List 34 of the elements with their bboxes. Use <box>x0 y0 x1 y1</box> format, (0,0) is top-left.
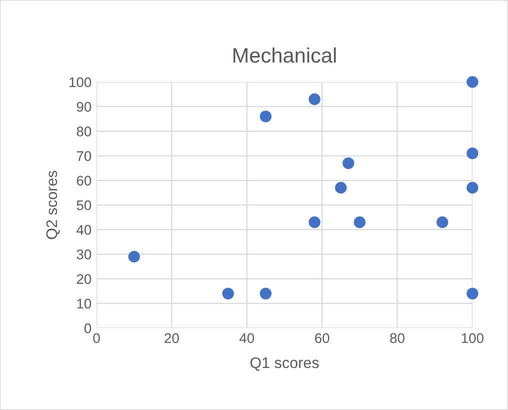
x-axis-title: Q1 scores <box>250 357 319 371</box>
point <box>354 216 366 228</box>
y-tick-label: 0 <box>84 323 92 334</box>
point <box>335 182 347 194</box>
point <box>128 250 140 263</box>
y-tick-label: 40 <box>76 224 92 235</box>
point <box>466 182 478 194</box>
y-tick-label: 90 <box>76 102 92 112</box>
point <box>308 93 320 106</box>
x-tick-label: 100 <box>462 333 484 344</box>
point <box>436 216 448 228</box>
point <box>308 216 320 228</box>
point <box>466 76 478 88</box>
x-tick-label: 40 <box>239 333 254 344</box>
y-tick-label: 70 <box>76 151 92 161</box>
y-tick-label: 30 <box>76 250 92 260</box>
point <box>222 288 234 300</box>
y-tick-label: 20 <box>76 274 92 284</box>
point <box>342 157 354 170</box>
y-axis-title: Q2 scores <box>46 170 60 240</box>
y-tick-label: 60 <box>76 176 92 186</box>
x-tick-label: 60 <box>315 333 330 344</box>
y-tick-label: 100 <box>70 77 92 88</box>
y-tick-label: 50 <box>76 200 92 210</box>
y-tick-label: 10 <box>77 298 92 309</box>
y-tick-label: 80 <box>76 126 92 136</box>
point <box>466 147 478 160</box>
point <box>260 110 272 122</box>
point <box>260 288 272 300</box>
x-tick-label: 0 <box>93 333 100 344</box>
point <box>466 288 478 300</box>
chart-title: Mechanical <box>234 47 336 63</box>
x-tick-label: 20 <box>164 333 179 344</box>
x-tick-label: 80 <box>390 333 404 344</box>
